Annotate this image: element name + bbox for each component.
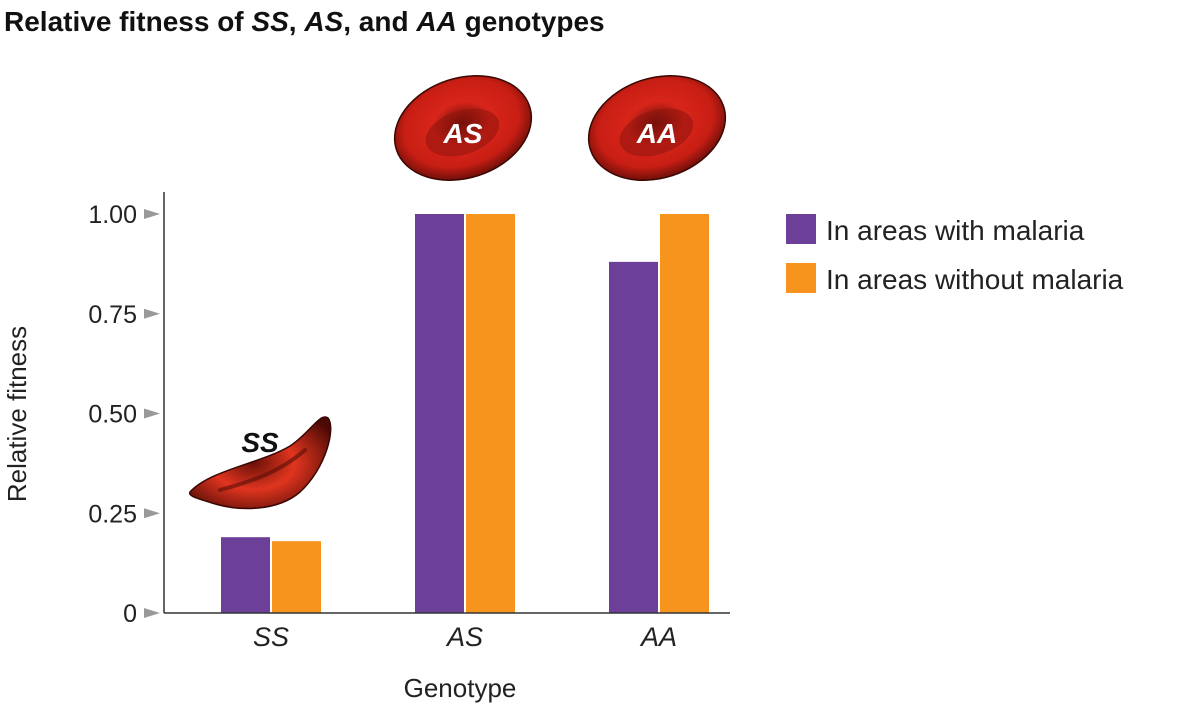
cell-label-as: AS [443,118,483,149]
bar [272,541,321,613]
legend: In areas with malaria In areas without ma… [786,214,1124,295]
title-part: , [289,6,305,37]
y-tick-label: 0.75 [88,301,137,329]
title-part: AA [415,6,456,37]
title-part: Relative fitness of [4,6,251,37]
x-axis-label: Genotype [404,673,517,703]
y-tick-label: 0.50 [88,401,137,429]
y-tick-marker [144,209,160,219]
y-tick-marker [144,508,160,519]
cell-label-aa: AA [636,118,677,149]
y-tick-marker [144,408,160,419]
legend-swatch [786,263,816,293]
x-tick-label: AA [639,622,677,652]
y-tick-label: 0 [123,600,137,628]
legend-label: In areas without malaria [826,264,1124,295]
bar [415,214,464,613]
legend-label: In areas with malaria [826,215,1085,246]
x-tick-label: AS [445,622,483,652]
bar [609,261,658,613]
y-axis-label: Relative fitness [2,326,32,502]
y-tick-label: 1.00 [88,201,137,229]
bar [221,537,270,613]
title-part: genotypes [457,6,605,37]
x-axis: SS AS AA [164,612,730,652]
chart-title: Relative fitness of SS, AS, and AA genot… [4,6,605,37]
red-blood-cell-illustration: AS [393,75,533,181]
red-blood-cell-illustration: AA [587,75,727,181]
cell-label-ss: SS [241,427,279,458]
sickle-cell-illustration: SS [188,416,332,510]
bars [221,214,709,613]
y-tick-label: 0.25 [88,500,137,528]
y-axis: 0 0.25 0.50 0.75 1.00 [88,192,165,628]
title-part: , and [343,6,416,37]
bar [466,214,515,613]
legend-swatch [786,214,816,244]
y-tick-marker [144,608,160,618]
title-part: AS [303,6,343,37]
y-tick-marker [144,308,160,319]
title-part: SS [251,6,289,37]
bar [660,214,709,613]
x-tick-label: SS [253,622,289,652]
blood-cell-illustrations: SS AS AA [188,75,727,510]
